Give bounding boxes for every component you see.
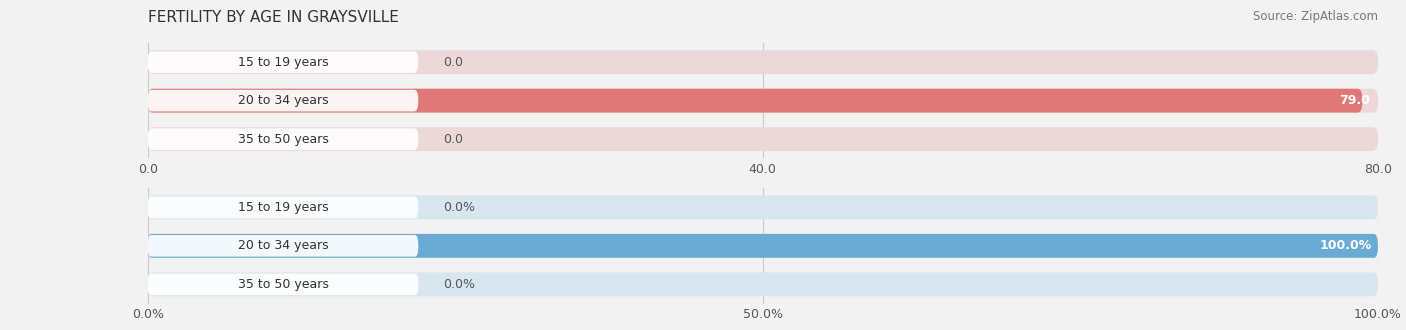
Text: 0.0: 0.0 <box>443 133 463 146</box>
FancyBboxPatch shape <box>148 234 1378 258</box>
FancyBboxPatch shape <box>148 89 1378 113</box>
Text: FERTILITY BY AGE IN GRAYSVILLE: FERTILITY BY AGE IN GRAYSVILLE <box>148 10 398 25</box>
Text: 20 to 34 years: 20 to 34 years <box>238 239 328 252</box>
Text: Source: ZipAtlas.com: Source: ZipAtlas.com <box>1253 10 1378 23</box>
FancyBboxPatch shape <box>148 234 1378 258</box>
Text: 35 to 50 years: 35 to 50 years <box>238 133 329 146</box>
FancyBboxPatch shape <box>148 127 1378 151</box>
FancyBboxPatch shape <box>148 273 1378 296</box>
FancyBboxPatch shape <box>148 195 1378 219</box>
FancyBboxPatch shape <box>148 89 1362 113</box>
FancyBboxPatch shape <box>148 274 419 295</box>
Text: 20 to 34 years: 20 to 34 years <box>238 94 328 107</box>
Text: 15 to 19 years: 15 to 19 years <box>238 201 328 214</box>
Text: 0.0: 0.0 <box>443 56 463 69</box>
FancyBboxPatch shape <box>148 90 419 112</box>
FancyBboxPatch shape <box>148 128 419 150</box>
FancyBboxPatch shape <box>148 197 419 218</box>
FancyBboxPatch shape <box>148 235 419 257</box>
Text: 100.0%: 100.0% <box>1319 239 1372 252</box>
FancyBboxPatch shape <box>148 50 1378 74</box>
FancyBboxPatch shape <box>148 51 419 73</box>
Text: 35 to 50 years: 35 to 50 years <box>238 278 329 291</box>
Text: 0.0%: 0.0% <box>443 201 475 214</box>
Text: 79.0: 79.0 <box>1340 94 1371 107</box>
Text: 15 to 19 years: 15 to 19 years <box>238 56 328 69</box>
Text: 0.0%: 0.0% <box>443 278 475 291</box>
